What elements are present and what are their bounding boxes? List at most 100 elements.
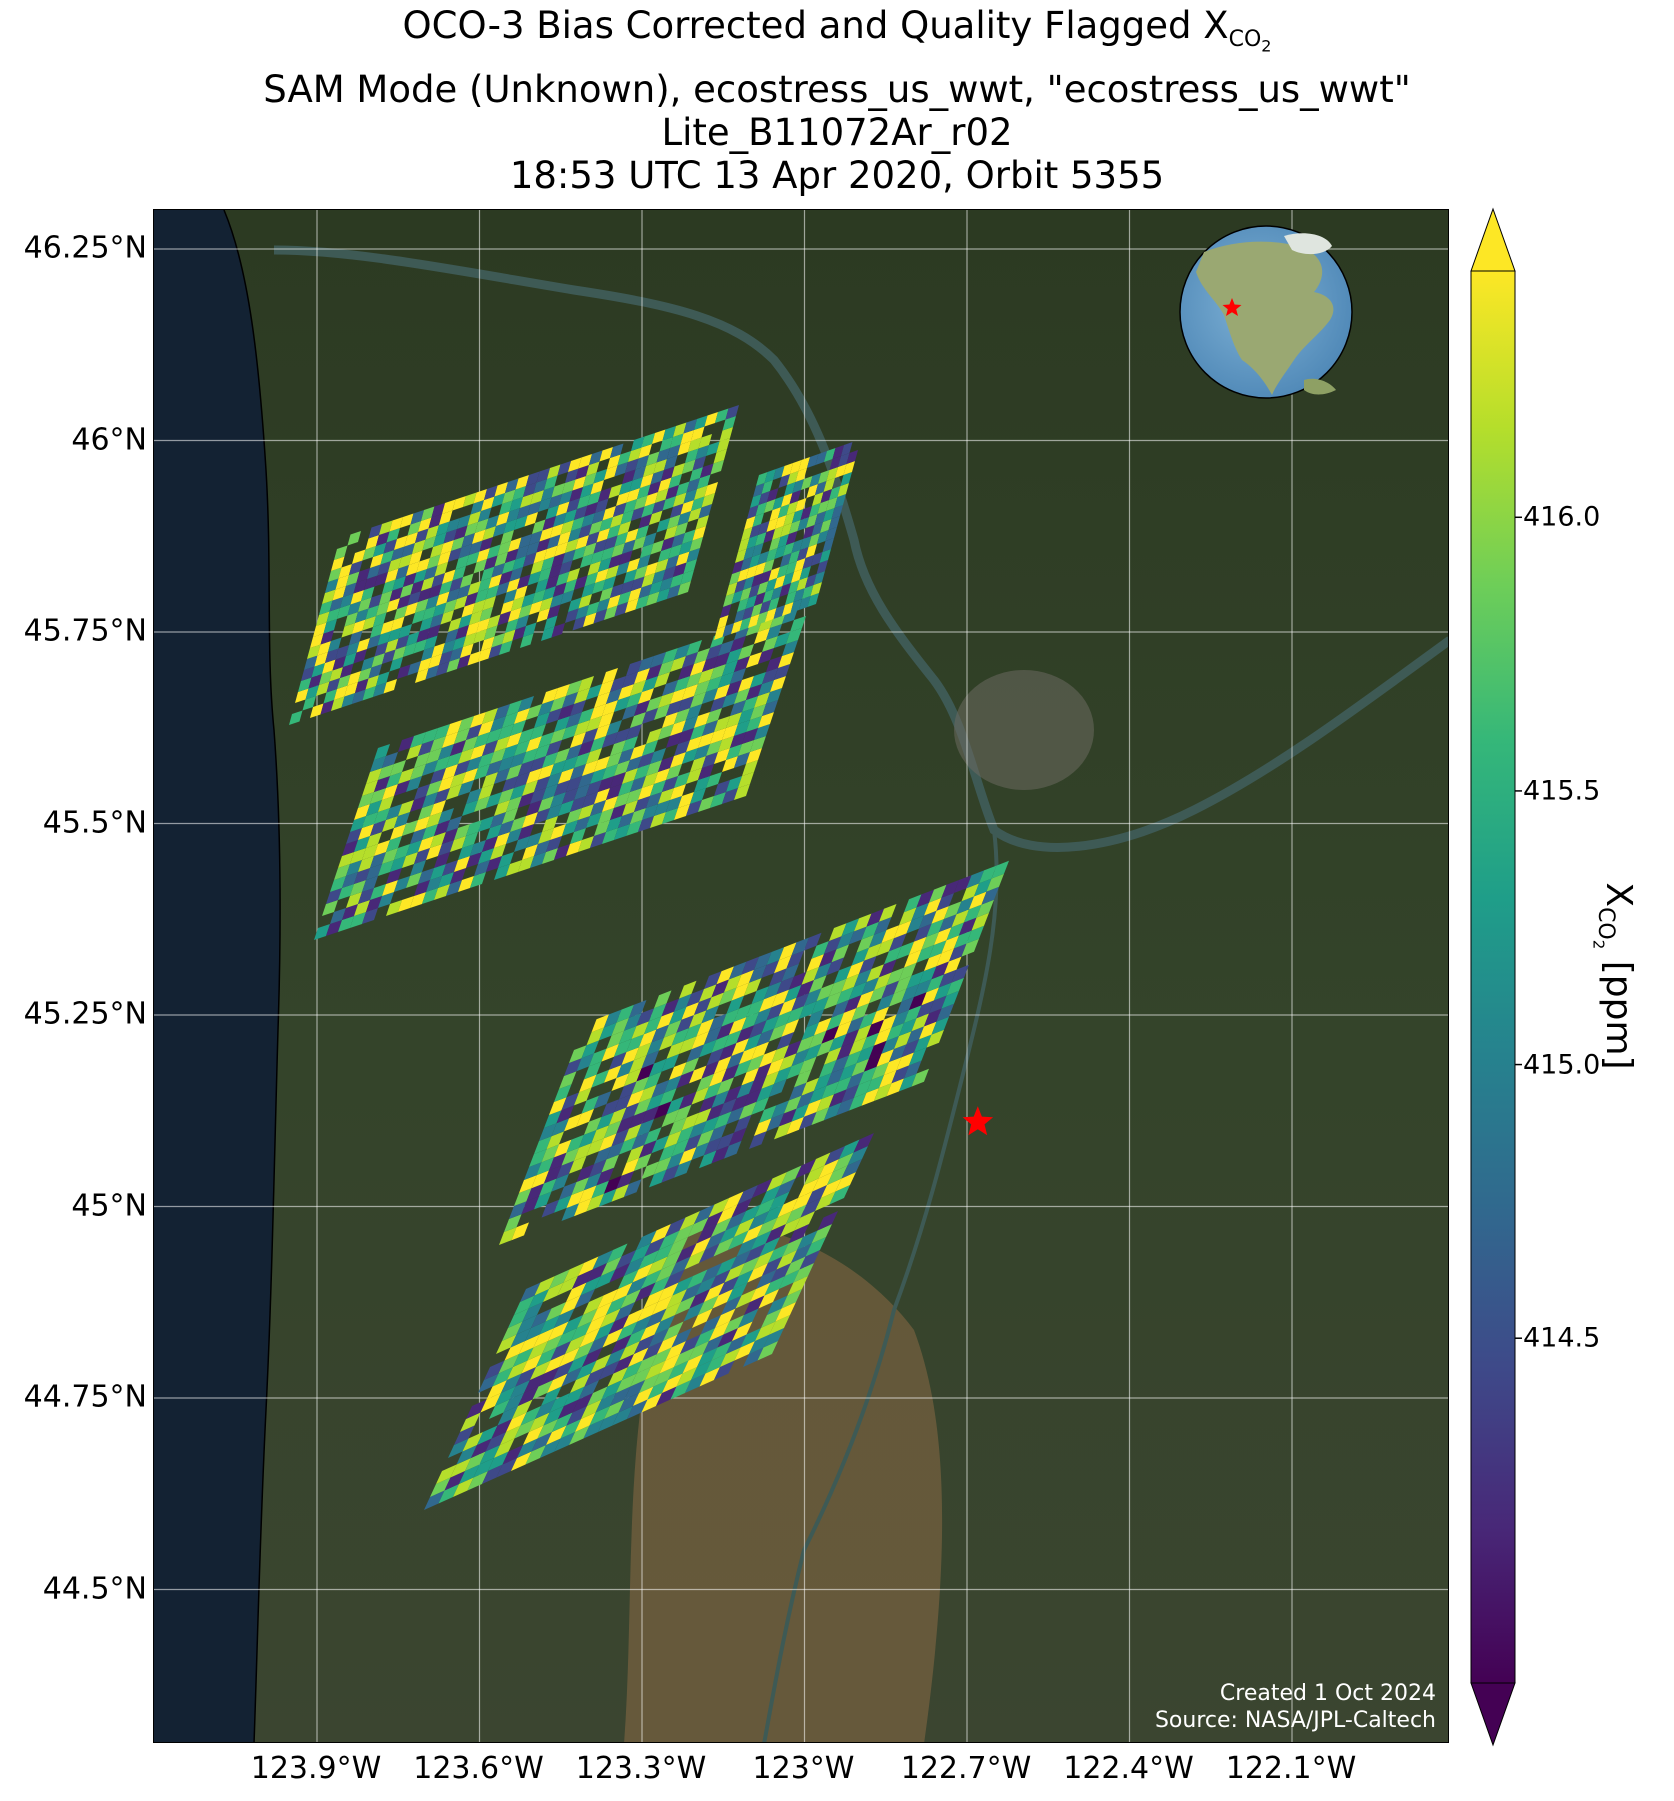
sounding-footprint	[302, 696, 316, 711]
sounding-footprint	[400, 513, 414, 528]
sounding-footprint	[851, 1003, 869, 1021]
sounding-footprint	[790, 599, 802, 613]
sounding-footprint	[343, 652, 357, 667]
sounding-footprint	[538, 497, 552, 512]
sounding-footprint	[621, 1102, 639, 1121]
sounding-footprint	[809, 975, 827, 993]
sounding-footprint	[716, 966, 734, 985]
sounding-footprint	[607, 1243, 628, 1263]
sounding-footprint	[641, 1269, 662, 1289]
sounding-footprint	[602, 506, 616, 521]
sounding-footprint	[599, 517, 613, 532]
sounding-footprint	[676, 1367, 697, 1387]
sounding-footprint	[611, 1017, 629, 1036]
sounding-footprint	[666, 1289, 687, 1309]
sounding-footprint	[585, 1315, 606, 1335]
sounding-footprint	[714, 626, 726, 640]
sounding-footprint	[566, 568, 580, 583]
sounding-footprint	[530, 490, 544, 505]
sounding-footprint	[615, 1250, 636, 1270]
sounding-footprint	[601, 546, 615, 561]
sounding-footprint	[398, 624, 412, 639]
sounding-footprint	[779, 942, 797, 961]
sounding-footprint	[506, 508, 520, 523]
sounding-footprint	[467, 651, 481, 666]
sounding-footprint	[557, 461, 571, 476]
sounding-footprint	[772, 496, 784, 510]
sounding-footprint	[428, 584, 442, 599]
map-panel[interactable]: Created 1 Oct 2024 Source: NASA/JPL-Calt…	[153, 209, 1449, 1743]
sounding-footprint	[397, 594, 411, 609]
sounding-footprint	[608, 484, 622, 499]
sounding-footprint	[509, 1201, 527, 1219]
sounding-footprint	[495, 1386, 516, 1406]
sounding-footprint	[661, 466, 675, 481]
sounding-footprint	[635, 595, 649, 610]
sounding-footprint	[331, 696, 345, 711]
sounding-footprint	[801, 1022, 819, 1041]
sounding-footprint	[542, 586, 556, 601]
sounding-footprint	[841, 973, 859, 992]
sounding-footprint	[894, 1031, 912, 1049]
sounding-footprint	[571, 516, 585, 531]
sounding-footprint	[494, 552, 508, 567]
sounding-footprint	[674, 1347, 695, 1367]
sounding-footprint	[596, 1112, 614, 1130]
sounding-footprint	[644, 492, 658, 507]
sounding-footprint	[650, 1224, 671, 1244]
sounding-footprint	[542, 516, 556, 531]
sounding-footprint	[610, 583, 624, 598]
sounding-footprint	[353, 579, 367, 594]
sounding-footprint	[706, 992, 724, 1011]
sounding-footprint	[619, 1081, 637, 1100]
sounding-footprint	[316, 681, 330, 696]
sounding-footprint	[659, 1354, 680, 1374]
sounding-footprint	[641, 1161, 659, 1180]
sounding-footprint	[951, 909, 969, 928]
sounding-footprint	[496, 1334, 517, 1354]
sounding-footprint	[667, 444, 681, 459]
sounding-footprint	[347, 531, 361, 546]
sounding-footprint	[817, 500, 829, 514]
sounding-footprint	[664, 455, 678, 470]
sounding-footprint	[653, 1243, 674, 1263]
sounding-footprint	[758, 1289, 779, 1309]
sounding-footprint	[760, 570, 772, 584]
sounding-footprint	[636, 1008, 654, 1026]
sounding-footprint	[785, 561, 797, 575]
sounding-footprint	[699, 1150, 717, 1169]
sounding-footprint	[452, 636, 466, 651]
sounding-footprint	[826, 1068, 844, 1086]
sounding-footprint	[931, 961, 949, 980]
sounding-footprint	[699, 1095, 717, 1113]
sounding-footprint	[440, 540, 454, 555]
sounding-footprint	[639, 1140, 657, 1158]
sounding-footprint	[725, 405, 739, 420]
sounding-footprint	[541, 626, 555, 641]
sounding-footprint	[618, 1269, 639, 1289]
sounding-footprint	[624, 1123, 642, 1142]
sounding-footprint	[802, 585, 814, 599]
sounding-footprint	[613, 1354, 634, 1374]
sounding-footprint	[367, 564, 381, 579]
sounding-footprint	[791, 569, 803, 583]
sounding-footprint	[535, 1399, 556, 1419]
sounding-footprint	[356, 638, 370, 653]
sounding-footprint	[562, 479, 576, 494]
sounding-footprint	[763, 1328, 784, 1348]
sounding-footprint	[494, 482, 508, 497]
sounding-footprint	[713, 449, 727, 464]
sounding-footprint	[696, 1129, 714, 1147]
sounding-footprint	[593, 609, 607, 624]
sounding-footprint	[374, 744, 390, 760]
sounding-footprint	[539, 1178, 557, 1197]
sounding-footprint	[906, 915, 924, 934]
sounding-footprint	[473, 559, 487, 574]
sounding-footprint	[761, 480, 773, 494]
sounding-footprint	[644, 1127, 662, 1145]
sounding-footprint	[340, 663, 354, 678]
sounding-footprint	[373, 682, 387, 697]
latitude-label: 44.75°N	[23, 1379, 147, 1415]
sounding-footprint	[592, 1250, 613, 1270]
sounding-footprint	[681, 1002, 699, 1020]
